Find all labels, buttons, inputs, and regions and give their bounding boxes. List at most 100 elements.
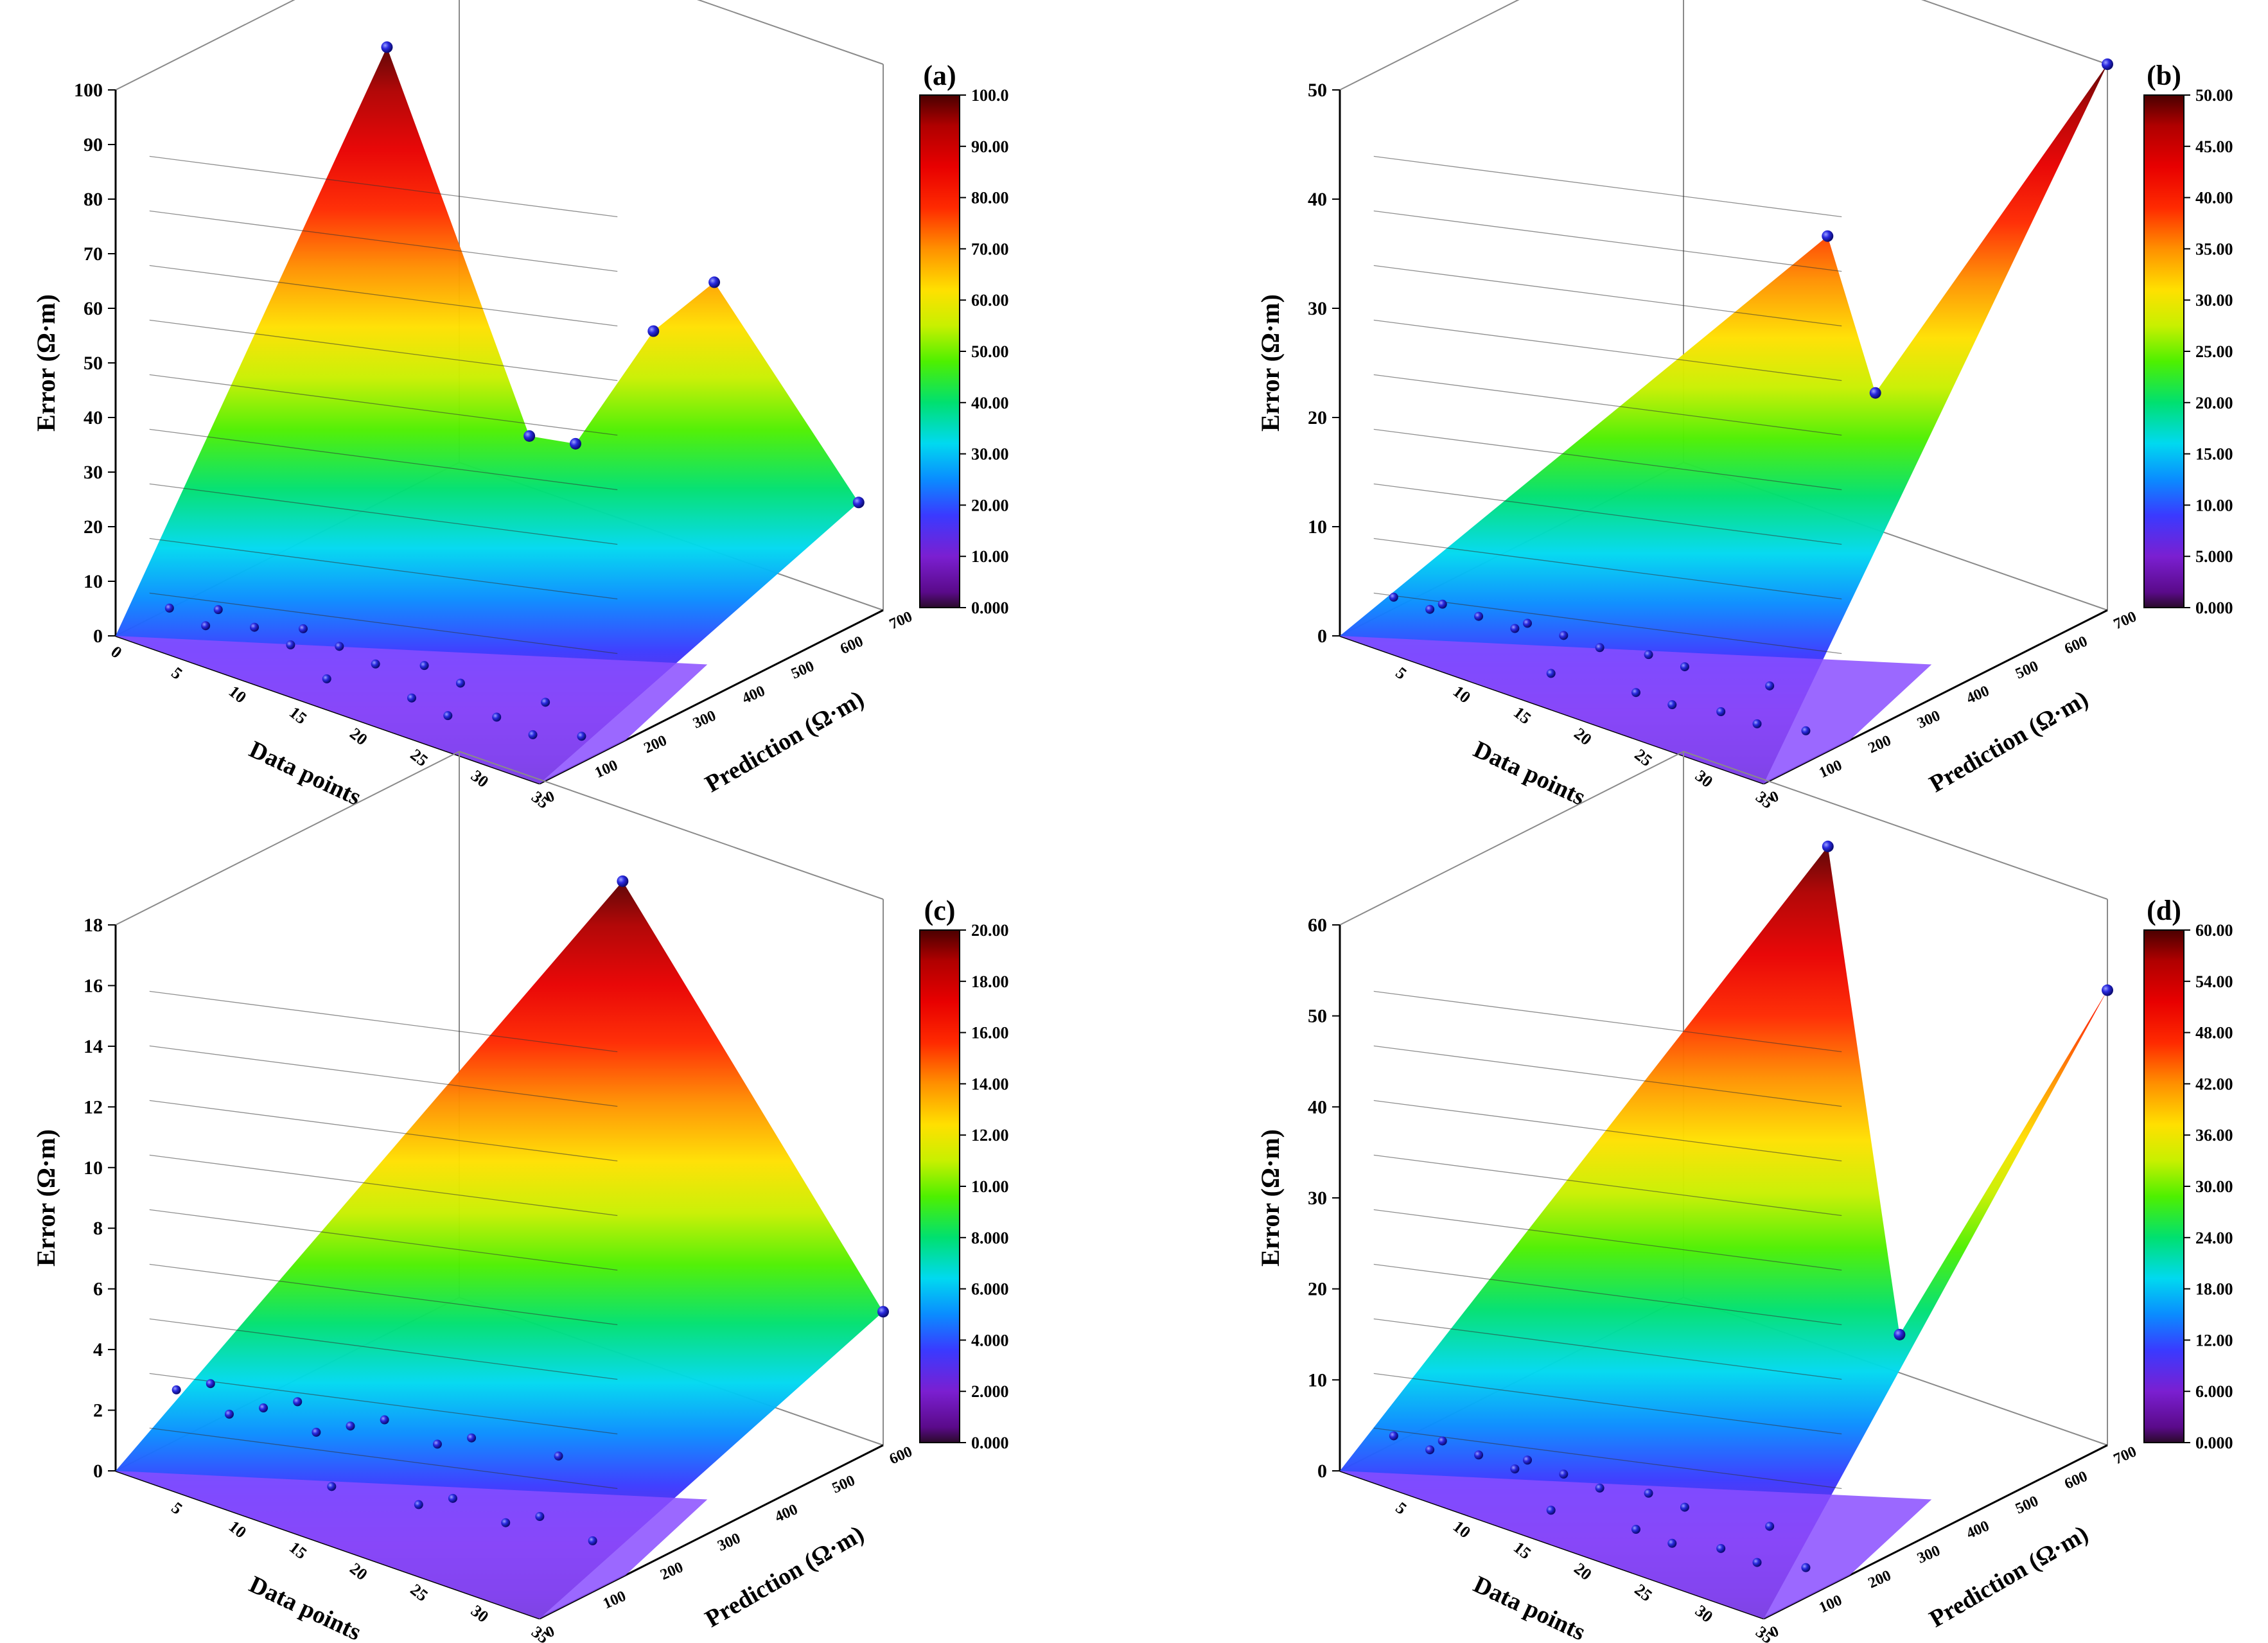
- z-tick-label: 50: [1308, 80, 1327, 101]
- colorbar-tick-label: 6.000: [971, 1280, 1009, 1299]
- contour-line: [1373, 319, 1842, 382]
- data-point: [1801, 1563, 1811, 1572]
- surface-area: [116, 47, 859, 784]
- z-tick-label: 14: [84, 1036, 103, 1057]
- x-tick-label: 5: [168, 663, 186, 683]
- x-tick-label: 10: [225, 682, 250, 707]
- colorbar-tick-label: 45.00: [2195, 137, 2233, 156]
- z-tick-label: 0: [93, 1461, 103, 1482]
- z-tick-label: 100: [74, 80, 103, 101]
- data-point: [1644, 1488, 1653, 1498]
- z-axis-title: Error (Ω·m): [1256, 1129, 1285, 1267]
- z-tick-label: 10: [84, 1157, 103, 1179]
- contour-line: [1373, 1318, 1842, 1380]
- contour-line: [149, 319, 618, 382]
- box-edge-top-left: [1339, 0, 1520, 91]
- data-point: [492, 712, 502, 722]
- contour-line: [149, 374, 618, 436]
- data-point: [1869, 387, 1881, 399]
- colorbar-tick-label: 50.00: [971, 342, 1009, 361]
- y-tick-label: 400: [740, 683, 768, 707]
- data-point: [432, 1439, 442, 1449]
- x-tick-label: 25: [407, 1580, 431, 1605]
- y-tick-label: 300: [690, 707, 718, 732]
- data-point: [250, 622, 259, 632]
- x-tick-label: 5: [168, 1498, 186, 1518]
- x-tick-label: 10: [1450, 682, 1474, 707]
- data-point: [1546, 1506, 1556, 1515]
- box-edge-top-back: [1683, 751, 2108, 900]
- contour-line: [149, 265, 618, 327]
- z-tick-label: 50: [1308, 1006, 1327, 1027]
- data-point: [588, 1536, 597, 1545]
- data-point: [570, 437, 581, 450]
- z-tick-label: 30: [1308, 1188, 1327, 1209]
- z-axis-title: Error (Ω·m): [1256, 294, 1285, 432]
- contour-lines: [1373, 990, 1842, 1489]
- colorbar-tick-label: 35.00: [2195, 240, 2233, 258]
- y-tick-label: 600: [887, 1443, 915, 1468]
- data-point: [1667, 700, 1677, 710]
- data-point: [1752, 1558, 1762, 1567]
- contour-line: [149, 1154, 618, 1217]
- data-point: [322, 674, 331, 683]
- colorbar-tick-label: 14.00: [971, 1075, 1009, 1093]
- data-point: [259, 1403, 268, 1413]
- chart-panel-b: 0102030405051015202530350100200300400500…: [1256, 0, 2233, 813]
- data-point: [1474, 1450, 1484, 1460]
- surface-area: [1340, 64, 2107, 784]
- colorbar-tick-label: 2.000: [971, 1382, 1009, 1401]
- data-point: [1523, 1455, 1532, 1465]
- colorbar-tick-label: 50.00: [2195, 86, 2233, 105]
- x-tick-label: 25: [1631, 745, 1655, 770]
- contour-line: [1373, 265, 1842, 327]
- contour-line: [149, 1045, 618, 1107]
- z-tick-label: 20: [1308, 1279, 1327, 1300]
- contour-line: [149, 592, 618, 655]
- data-point: [1389, 1431, 1398, 1441]
- y-axis-line: [1763, 609, 2108, 785]
- data-point: [206, 1379, 215, 1389]
- colorbar-tick-label: 40.00: [971, 394, 1009, 412]
- y-axis-line: [539, 1444, 884, 1620]
- data-point: [286, 640, 295, 649]
- data-point: [1437, 599, 1447, 609]
- data-point: [647, 325, 660, 337]
- contour-lines: [149, 990, 618, 1489]
- z-tick-label: 30: [84, 462, 103, 483]
- panel-label: (b): [2147, 60, 2181, 91]
- y-tick-label: 400: [773, 1501, 800, 1525]
- y-tick-label: 100: [592, 757, 620, 782]
- x-tick-label: 25: [407, 745, 431, 770]
- y-tick-label: 300: [1915, 707, 1942, 732]
- y-tick-label: 700: [2111, 1443, 2139, 1468]
- z-axis-title: Error (Ω·m): [31, 1129, 60, 1267]
- colorbar-tick-label: 16.00: [971, 1024, 1009, 1042]
- data-point: [1631, 1525, 1640, 1534]
- y-tick-label: 700: [2111, 608, 2139, 633]
- data-point: [1667, 1538, 1677, 1548]
- colorbar-tick-label: 5.000: [2195, 547, 2233, 566]
- contour-line: [1373, 1373, 1842, 1435]
- x-tick-label: 10: [1450, 1517, 1474, 1542]
- y-tick-label: 200: [642, 732, 669, 757]
- data-point: [535, 1512, 545, 1522]
- z-tick-label: 16: [84, 975, 103, 996]
- colorbar: [919, 929, 960, 1443]
- panel-label: (c): [924, 895, 956, 926]
- data-point: [448, 1493, 457, 1503]
- z-tick-label: 60: [84, 298, 103, 319]
- colorbar-tick-label: 15.00: [2195, 445, 2233, 464]
- z-tick-label: 20: [1308, 407, 1327, 428]
- colorbar-tick-label: 30.00: [2195, 291, 2233, 310]
- z-tick-label: 18: [84, 915, 103, 936]
- surface-floor: [116, 636, 708, 784]
- data-point: [1752, 719, 1762, 728]
- data-point: [407, 693, 416, 703]
- z-tick-label: 40: [1308, 189, 1327, 210]
- data-point: [1801, 726, 1811, 735]
- z-tick-label: 8: [93, 1218, 103, 1239]
- contour-line: [1373, 538, 1842, 600]
- data-point: [380, 1415, 389, 1425]
